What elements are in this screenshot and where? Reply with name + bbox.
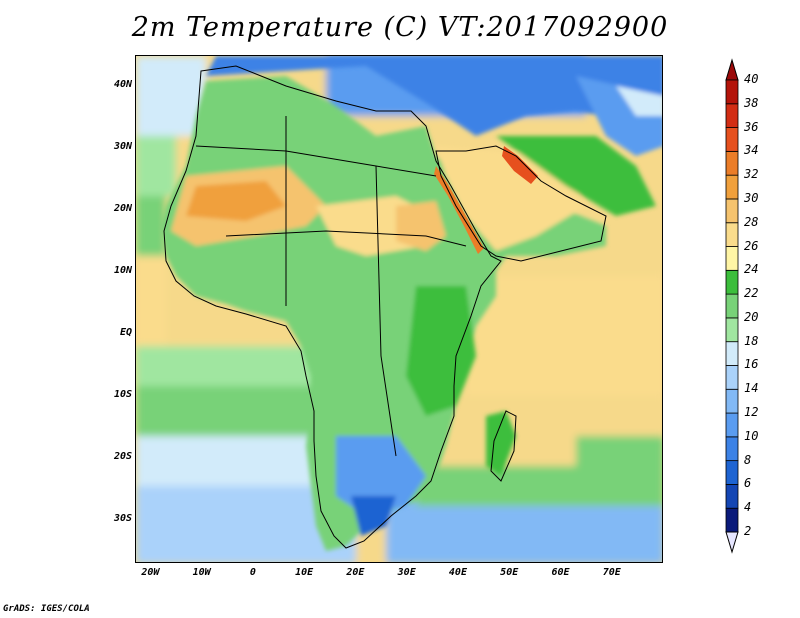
landmass: [161, 56, 662, 551]
colorbar-box: [725, 341, 739, 366]
colorbar: [725, 58, 739, 554]
colorbar-box: [725, 269, 739, 295]
colorbar-box: [725, 412, 739, 438]
x-tick-label: 40E: [448, 567, 467, 578]
y-tick-label: 10S: [113, 388, 132, 400]
x-tick-label: 60E: [551, 567, 570, 578]
colorbar-level-label: 40: [744, 72, 759, 86]
colorbar-level-label: 14: [744, 381, 759, 396]
y-tick-label: 20N: [113, 202, 132, 214]
colorbar-level-label: 22: [744, 286, 759, 301]
colorbar-level-label: 24: [744, 262, 759, 277]
colorbar-over-triangle: [725, 58, 739, 81]
colorbar-level-label: 38: [744, 95, 759, 110]
colorbar-level-label: 18: [744, 333, 759, 348]
x-tick-label: 10W: [192, 567, 211, 578]
colorbar-box: [725, 293, 739, 319]
colorbar-box: [725, 174, 739, 200]
credit-text: GrADS: IGES/COLA: [3, 604, 90, 614]
x-tick-label: 50E: [500, 567, 519, 578]
colorbar-box: [725, 198, 739, 224]
x-tick-label: 20W: [141, 567, 160, 578]
colorbar-box: [725, 484, 739, 509]
colorbar-box: [725, 436, 739, 462]
y-tick-label: 10N: [113, 264, 132, 276]
colorbar-box: [725, 507, 739, 533]
colorbar-under-triangle: [725, 531, 739, 554]
y-tick-label: 30S: [113, 512, 132, 524]
colorbar-box: [725, 103, 739, 128]
colorbar-level-label: 34: [744, 143, 759, 158]
colorbar-box: [725, 127, 739, 152]
colorbar-level-label: 36: [744, 119, 759, 134]
x-tick-label: 30E: [397, 567, 416, 578]
coastline: [163, 65, 607, 549]
colorbar-level-label: 20: [744, 309, 759, 324]
colorbar-box: [725, 365, 739, 390]
x-tick-label: 0: [249, 567, 256, 578]
colorbar-level-label: 16: [744, 357, 759, 372]
colorbar-level-label: 8: [744, 452, 752, 467]
colorbar-level-label: 6: [744, 476, 752, 491]
colorbar-level-label: 10: [744, 428, 759, 443]
colorbar-box: [725, 460, 739, 485]
y-tick-label: 30N: [113, 140, 132, 152]
colorbar-level-label: 26: [744, 238, 759, 253]
colorbar-box: [725, 150, 739, 176]
colorbar-box: [725, 388, 739, 414]
y-tick-label: 40N: [113, 78, 132, 90]
colorbar-box: [725, 317, 739, 343]
chart-title: 2m Temperature (C) VT:2017092900: [131, 12, 669, 43]
x-tick-label: 10E: [295, 567, 314, 578]
temperature-map: [136, 56, 662, 562]
x-tick-label: 70E: [602, 567, 621, 578]
colorbar-level-label: 28: [744, 214, 759, 229]
colorbar-box: [725, 222, 739, 247]
map-panel: [135, 55, 663, 563]
y-tick-label: 20S: [113, 450, 132, 462]
colorbar-level-label: 12: [744, 405, 759, 420]
colorbar-box: [725, 79, 739, 105]
colorbar-level-label: 2: [744, 524, 752, 538]
colorbar-box: [725, 246, 739, 271]
colorbar-level-label: 30: [744, 190, 759, 205]
colorbar-level-label: 4: [744, 500, 752, 515]
x-tick-label: 20E: [346, 567, 365, 578]
y-tick-label: EQ: [119, 326, 132, 338]
colorbar-level-label: 32: [744, 167, 759, 182]
